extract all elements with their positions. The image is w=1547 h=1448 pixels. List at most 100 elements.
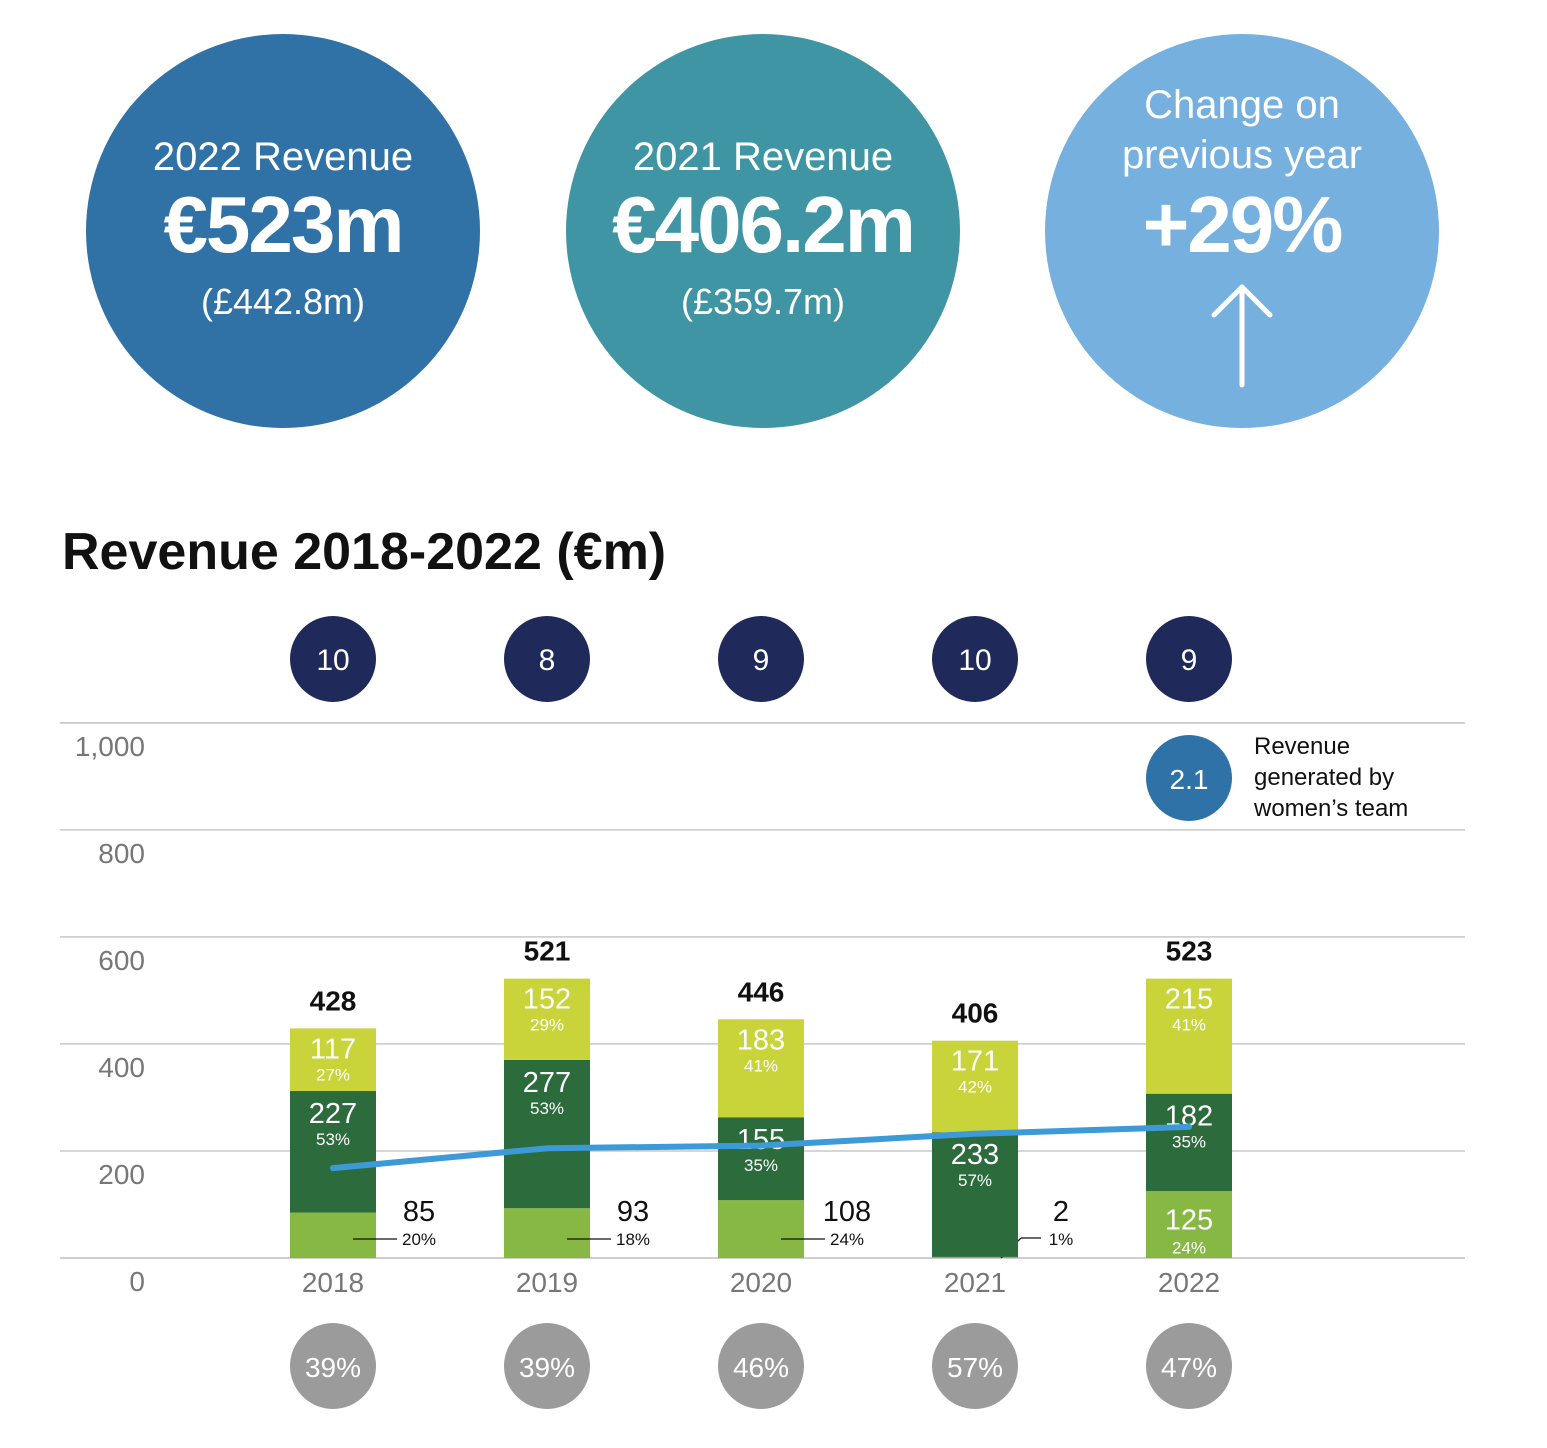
bar-value-label: 171	[951, 1046, 999, 1078]
bar-value-label: 125	[1165, 1205, 1213, 1237]
bar-percent-label: 35%	[744, 1156, 778, 1175]
change-value: +29%	[1142, 180, 1344, 269]
women-team-line	[330, 1123, 1192, 1172]
bar-percent-label: 24%	[830, 1230, 864, 1249]
y-tick-label: 0	[129, 1266, 145, 1297]
legend-text: Revenue	[1254, 733, 1350, 760]
bar-percent-label: 29%	[530, 1016, 564, 1035]
bar-segment	[718, 1200, 804, 1258]
chart-title: Revenue 2018-2022 (€m)	[62, 523, 667, 581]
bottom-percent-label: 39%	[305, 1352, 361, 1383]
bar-value-label: 155	[737, 1124, 785, 1156]
y-tick-label: 600	[98, 945, 145, 976]
change-circle: Change on previous year +29%	[1045, 34, 1439, 428]
bar-percent-label: 41%	[1172, 1016, 1206, 1035]
bar-segment	[290, 1028, 376, 1092]
change-label-line2: previous year	[1121, 133, 1363, 177]
revenue-2022-circle: 2022 Revenue €523m (£442.8m)	[86, 34, 480, 428]
top-count-circle	[1146, 616, 1232, 702]
x-tick-label: 2021	[944, 1267, 1006, 1298]
bar-segment	[504, 1208, 590, 1258]
bar-percent-label: 53%	[316, 1130, 350, 1149]
bar-value-label: 227	[309, 1098, 357, 1130]
bottom-percent-circle	[504, 1323, 590, 1409]
bar-segment	[1146, 1093, 1232, 1192]
change-label-line1: Change on	[1144, 83, 1340, 127]
bar-percent-label: 27%	[316, 1065, 350, 1084]
x-tick-label: 2020	[730, 1267, 792, 1298]
bar-total-label: 428	[310, 985, 357, 1016]
y-tick-label: 1,000	[75, 731, 145, 762]
bar-segment	[1146, 1191, 1232, 1258]
top-count-circle	[290, 616, 376, 702]
bar-value-label: 117	[310, 1033, 356, 1065]
bottom-percent-circle	[1146, 1323, 1232, 1409]
arrow-up-icon	[1211, 284, 1273, 388]
bottom-percent-circle	[932, 1323, 1018, 1409]
top-count-circle	[504, 616, 590, 702]
bar-value-label: 108	[823, 1196, 871, 1228]
top-count-circle	[932, 616, 1018, 702]
legend-text: generated by	[1254, 764, 1394, 791]
legend-value: 2.1	[1170, 764, 1209, 795]
legend-text: women’s team	[1253, 795, 1408, 822]
bar-segment	[932, 1256, 1018, 1258]
bar-percent-label: 57%	[958, 1171, 992, 1190]
bottom-percent-label: 57%	[947, 1352, 1003, 1383]
bar-segment	[504, 978, 590, 1060]
revenue-2021-value: €406.2m	[612, 180, 916, 269]
x-tick-label: 2022	[1158, 1267, 1220, 1298]
bar-total-label: 521	[524, 936, 571, 967]
y-tick-label: 200	[98, 1159, 145, 1190]
bottom-percent-circle	[290, 1323, 376, 1409]
top-count-label: 9	[1181, 644, 1198, 677]
bar-segment	[718, 1019, 804, 1118]
revenue-2022-label: 2022 Revenue	[152, 135, 414, 179]
bar-percent-label: 1%	[1049, 1230, 1074, 1249]
top-count-label: 9	[753, 644, 770, 677]
top-count-label: 10	[958, 644, 991, 677]
top-count-label: 10	[316, 644, 349, 677]
bar-value-label: 233	[951, 1139, 999, 1171]
top-count-label: 8	[539, 644, 556, 677]
bottom-percent-label: 46%	[733, 1352, 789, 1383]
bar-total-label: 406	[952, 998, 999, 1029]
bar-percent-label: 41%	[744, 1056, 778, 1075]
bar-segment	[290, 1091, 376, 1213]
bar-value-label: 2	[1053, 1196, 1069, 1228]
revenue-2021-label: 2021 Revenue	[632, 135, 894, 179]
bar-percent-label: 53%	[530, 1099, 564, 1118]
bar-segment	[504, 1059, 590, 1209]
bar-total-label: 446	[738, 976, 785, 1007]
bar-segment	[932, 1040, 1018, 1133]
bar-percent-label: 20%	[402, 1230, 436, 1249]
bar-segment	[932, 1132, 1018, 1257]
x-tick-label: 2019	[516, 1267, 578, 1298]
revenue-2021-gbp: (£359.7m)	[680, 281, 846, 322]
revenue-2021-circle: 2021 Revenue €406.2m (£359.7m)	[566, 34, 960, 428]
y-tick-label: 400	[98, 1052, 145, 1083]
bar-segment	[718, 1117, 804, 1201]
bar-value-label: 93	[617, 1196, 649, 1228]
y-tick-label: 800	[98, 838, 145, 869]
bar-value-label: 183	[737, 1024, 785, 1056]
bar-total-label: 523	[1166, 936, 1213, 967]
revenue-2022-gbp: (£442.8m)	[200, 281, 366, 322]
bar-segment	[1146, 978, 1232, 1094]
top-count-circle	[718, 616, 804, 702]
bottom-percent-circle	[718, 1323, 804, 1409]
x-tick-label: 2018	[302, 1267, 364, 1298]
bar-value-label: 152	[523, 984, 571, 1016]
legend-circle	[1146, 735, 1232, 821]
bar-percent-label: 35%	[1172, 1133, 1206, 1152]
bar-segment	[290, 1212, 376, 1258]
bar-value-label: 215	[1165, 984, 1213, 1016]
revenue-2022-value: €523m	[163, 180, 404, 269]
bar-value-label: 277	[523, 1067, 571, 1099]
bar-percent-label: 18%	[616, 1230, 650, 1249]
bar-percent-label: 42%	[958, 1078, 992, 1097]
bottom-percent-label: 39%	[519, 1352, 575, 1383]
bar-percent-label: 24%	[1172, 1239, 1206, 1258]
bar-value-label: 85	[403, 1196, 435, 1228]
